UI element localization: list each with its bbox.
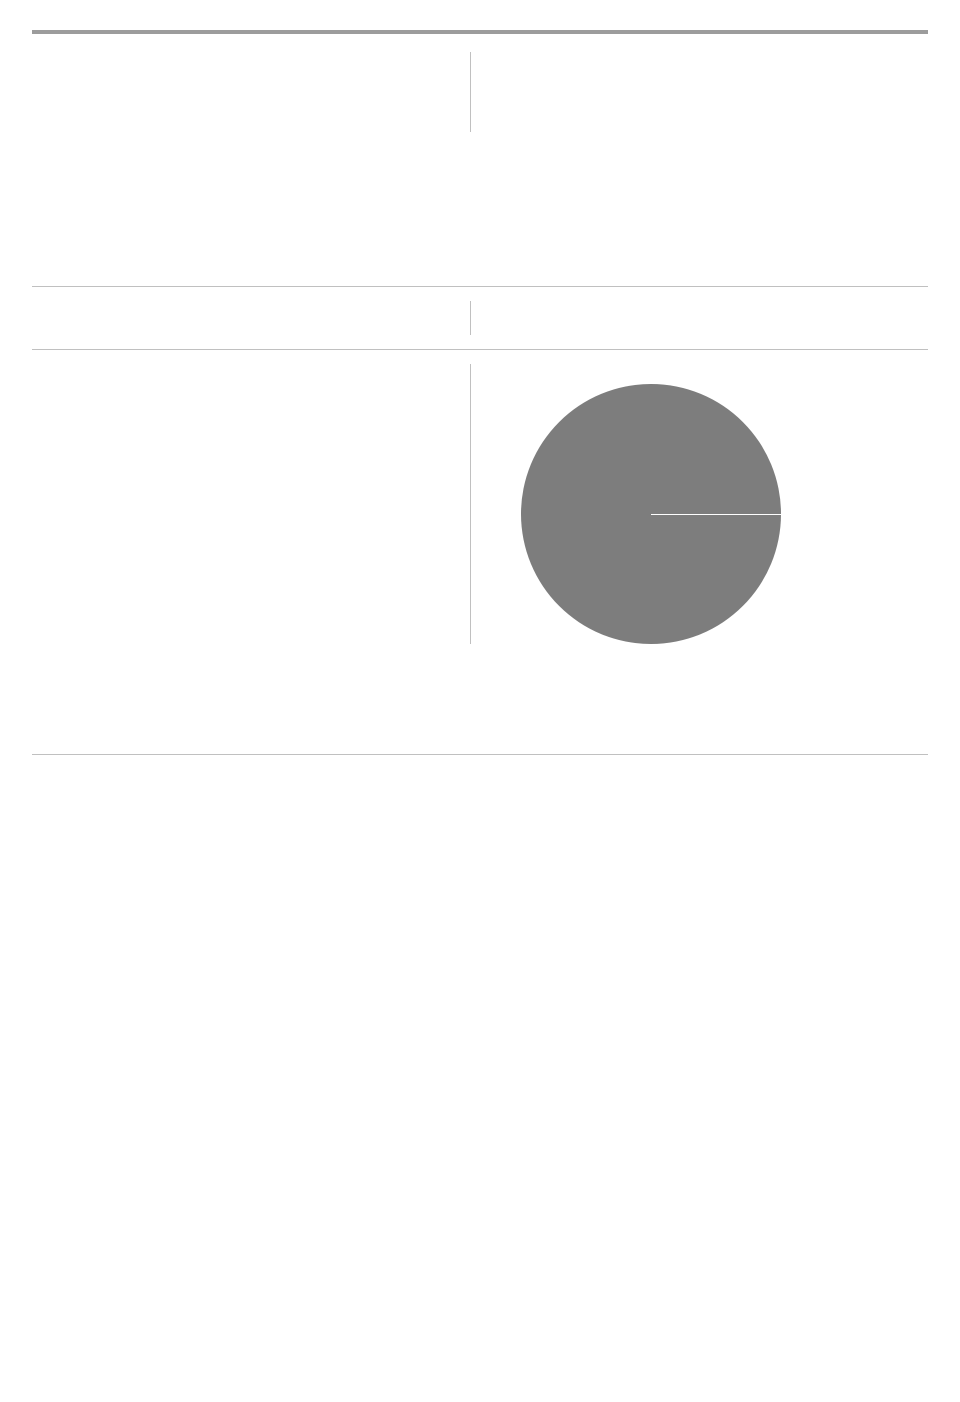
pie-chart-wrap — [511, 384, 929, 644]
divider-2 — [32, 349, 928, 350]
divider-1 — [32, 286, 928, 287]
header-rule — [32, 30, 928, 34]
pie-chart — [521, 384, 781, 644]
page-footer — [32, 754, 928, 763]
